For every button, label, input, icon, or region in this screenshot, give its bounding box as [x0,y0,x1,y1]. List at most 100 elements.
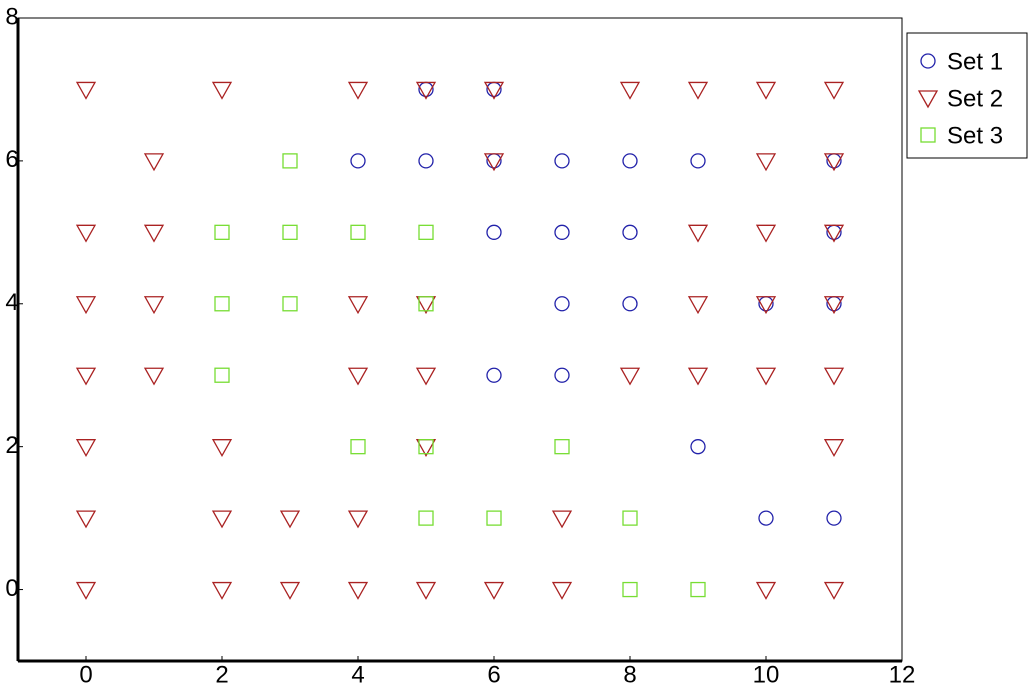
marker-circle [826,510,842,526]
marker-triangle [755,296,777,315]
marker-circle [486,224,502,240]
legend-box [906,32,1028,159]
marker-triangle [211,581,233,600]
marker-circle [622,153,638,169]
y-tick-label: 2 [5,432,18,459]
marker-triangle [823,296,845,315]
marker-circle [622,224,638,240]
marker-triangle [347,581,369,600]
marker-triangle [75,581,97,600]
marker-circle [554,153,570,169]
marker-triangle [687,224,709,243]
marker-triangle [415,367,437,386]
y-tick-label: 6 [5,146,18,173]
marker-triangle [75,510,97,529]
marker-circle [554,367,570,383]
x-tick-label: 8 [623,661,636,688]
marker-circle [418,153,434,169]
marker-square [214,367,230,383]
marker-circle [690,153,706,169]
marker-square [554,439,570,455]
legend-marker [920,127,936,143]
marker-triangle [823,581,845,600]
marker-triangle [211,510,233,529]
marker-triangle [551,510,573,529]
marker-triangle [755,367,777,386]
marker-triangle [483,581,505,600]
marker-circle [554,296,570,312]
marker-circle [758,510,774,526]
marker-square [690,581,706,598]
marker-square [214,296,230,312]
marker-square [282,153,298,169]
marker-circle [486,367,502,383]
marker-triangle [347,81,369,100]
y-tick-label: 4 [5,289,18,316]
marker-circle [554,224,570,240]
marker-triangle [143,153,165,172]
marker-triangle [143,296,165,315]
marker-circle [622,296,638,312]
marker-triangle [143,367,165,386]
marker-triangle [687,81,709,100]
x-tick-label: 2 [215,661,228,688]
marker-square [486,510,502,526]
marker-triangle [823,81,845,100]
marker-triangle [823,439,845,457]
marker-square [418,510,434,526]
marker-triangle [755,81,777,100]
x-tick-label: 12 [889,661,916,688]
marker-circle [350,153,366,169]
marker-square [282,296,298,312]
marker-triangle [823,367,845,386]
marker-triangle [347,367,369,386]
marker-triangle [687,296,709,315]
x-tick-label: 6 [487,661,500,688]
marker-square [418,439,434,455]
marker-triangle [755,581,777,600]
marker-square [214,224,230,240]
marker-triangle [143,224,165,243]
legend-marker [917,90,939,109]
legend-marker [920,53,936,69]
marker-triangle [279,510,301,529]
x-tick-label: 10 [753,661,780,688]
marker-triangle [75,224,97,243]
marker-square [622,581,638,598]
marker-triangle [75,439,97,457]
marker-triangle [415,81,437,100]
marker-triangle [823,224,845,243]
marker-triangle [211,81,233,100]
marker-triangle [75,367,97,386]
marker-circle [690,439,706,455]
y-tick-label: 8 [5,3,18,30]
x-tick-label: 0 [79,661,92,688]
marker-triangle [823,153,845,172]
marker-triangle [483,81,505,100]
marker-triangle [75,296,97,315]
marker-square [350,224,366,240]
marker-triangle [755,224,777,243]
marker-triangle [279,581,301,600]
marker-square [622,510,638,526]
marker-square [418,296,434,312]
marker-triangle [619,81,641,100]
marker-triangle [347,510,369,529]
marker-triangle [687,367,709,386]
marker-triangle [483,153,505,172]
plot-frame [17,17,903,662]
legend-label: Set 1 [947,48,1003,75]
marker-triangle [619,367,641,386]
marker-triangle [415,581,437,600]
marker-triangle [551,581,573,600]
legend-label: Set 2 [947,85,1003,112]
x-tick-label: 4 [351,661,364,688]
marker-square [418,224,434,240]
legend-label: Set 3 [947,122,1003,149]
marker-triangle [75,81,97,100]
marker-triangle [211,439,233,457]
marker-triangle [347,296,369,315]
y-tick-label: 0 [5,575,18,602]
marker-square [350,439,366,455]
